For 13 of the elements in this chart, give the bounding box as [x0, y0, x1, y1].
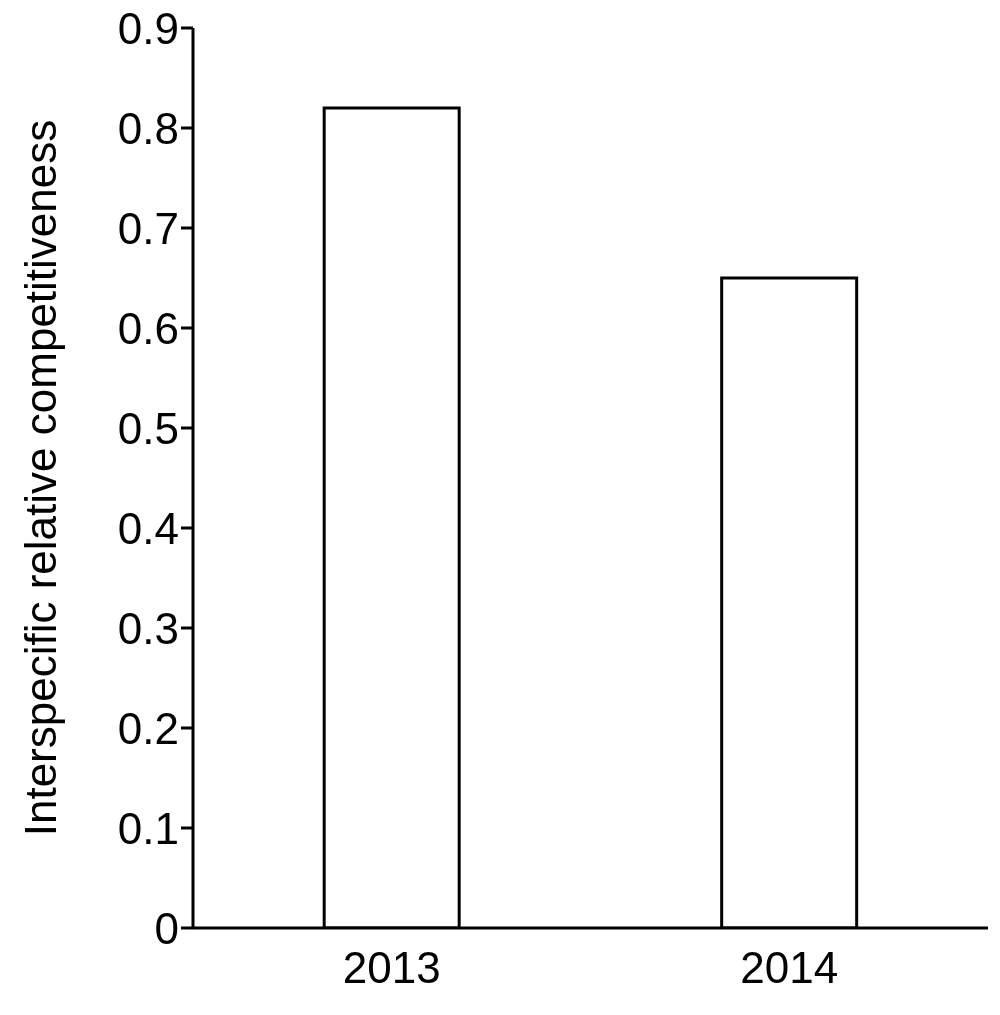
y-tick-label: 0.5 [117, 403, 179, 453]
y-tick-label: 0.7 [117, 203, 179, 253]
y-axis-title: Interspecific relative competitiveness [15, 119, 65, 837]
y-tick-label: 0 [154, 903, 179, 953]
x-tick-label: 2013 [342, 943, 441, 993]
y-tick-label: 0.2 [117, 703, 179, 753]
x-tick-label: 2014 [740, 943, 839, 993]
y-tick-label: 0.1 [117, 803, 179, 853]
y-tick-label: 0.6 [117, 303, 179, 353]
y-tick-label: 0.9 [117, 3, 179, 53]
y-tick-label: 0.4 [117, 503, 179, 553]
y-tick-label: 0.8 [117, 103, 179, 153]
y-tick-label: 0.3 [117, 603, 179, 653]
